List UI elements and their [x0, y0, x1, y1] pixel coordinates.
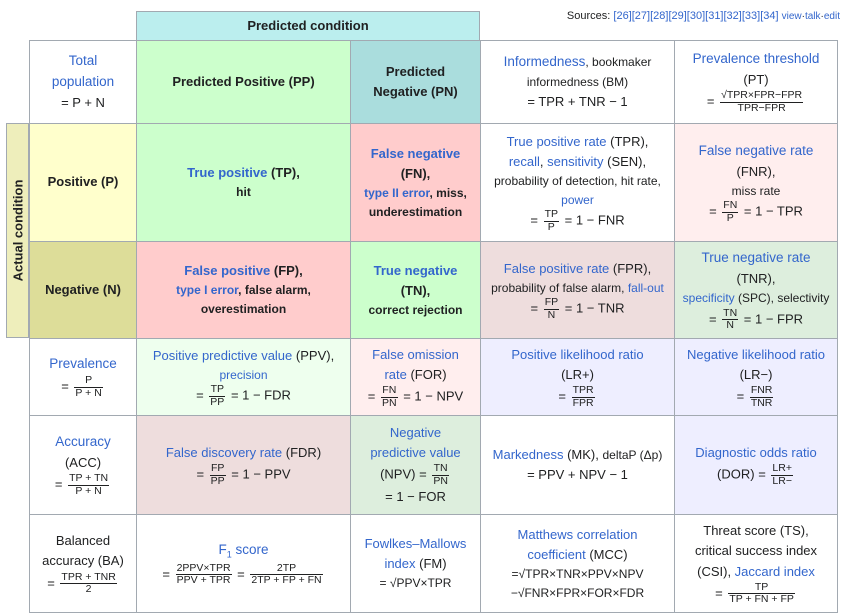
diagnostic-odds-ratio-cell: Diagnostic odds ratio (DOR) = LR+ LR− — [674, 415, 838, 515]
npv-link-2[interactable]: predictive value — [370, 444, 461, 460]
fdr-link[interactable]: False discovery rate — [165, 444, 283, 460]
specificity-link[interactable]: specificity — [682, 291, 735, 306]
fall-out-link[interactable]: fall-out — [627, 280, 664, 295]
mcc-link[interactable]: Matthews correlation — [517, 526, 638, 542]
true-positive-rate-cell: True positive rate (TPR), recall, sensit… — [480, 123, 675, 242]
informedness-cell: Informedness, bookmaker informedness (BM… — [480, 40, 675, 124]
fowlkes-mallows-link[interactable]: Fowlkes–Mallows — [364, 536, 467, 552]
sep-dot: · — [801, 11, 805, 22]
mcc-link-2[interactable]: coefficient — [527, 546, 586, 562]
false-positive-link[interactable]: False positive — [184, 263, 271, 279]
npv-cell: Negative predictive value (NPV) = TN PN =… — [350, 415, 481, 515]
ppv-cell: Positive predictive value (PPV), precisi… — [136, 338, 351, 416]
false-positive-cell: False positive (FP), type I error, false… — [136, 241, 351, 339]
actual-condition-label: Actual condition — [10, 179, 25, 282]
edit-link[interactable]: edit — [823, 11, 840, 22]
sensitivity-link[interactable]: sensitivity — [547, 153, 604, 169]
negative-likelihood-ratio-cell: Negative likelihood ratio (LR−) = FNR TNR — [674, 338, 838, 416]
true-positive-cell: True positive (TP), hit — [136, 123, 351, 242]
total-formula: = P + N — [61, 94, 105, 110]
actual-condition-header: Actual condition — [6, 123, 29, 338]
false-negative-cell: False negative (FN), type II error, miss… — [350, 123, 481, 242]
sep-dot: · — [820, 11, 824, 22]
threat-score-cell: Threat score (TS), critical success inde… — [674, 514, 838, 613]
positive-likelihood-ratio-cell: Positive likelihood ratio (LR+) = TPR FPR — [480, 338, 675, 416]
lr-minus-link[interactable]: Negative likelihood ratio — [686, 346, 826, 362]
fnr-link[interactable]: False negative rate — [698, 142, 814, 158]
false-positive-rate-cell: False positive rate (FPR), probability o… — [480, 241, 675, 339]
true-positive-link[interactable]: True positive — [187, 165, 268, 181]
precision-link[interactable]: precision — [219, 367, 268, 382]
tpr-link[interactable]: True positive rate — [506, 133, 607, 149]
recall-link[interactable]: recall — [508, 153, 540, 169]
lr-plus-link[interactable]: Positive likelihood ratio — [511, 346, 644, 362]
actual-positive-cell: Positive (P) — [29, 123, 137, 242]
actual-negative-cell: Negative (N) — [29, 241, 137, 339]
informedness-formula: = TPR + TNR − 1 — [527, 93, 628, 109]
fowlkes-mallows-cell: Fowlkes–Mallows index (FM) = √PPV×TPR — [350, 514, 481, 613]
type-ii-error-link[interactable]: type II error — [364, 186, 430, 201]
predicted-negative-cell: Predicted Negative (PN) — [350, 40, 481, 124]
prevalence-threshold-cell: Prevalence threshold (PT) = √TPR×FPR−FPR… — [674, 40, 838, 124]
type-i-error-link[interactable]: type I error — [176, 283, 239, 298]
false-negative-link[interactable]: False negative — [370, 145, 461, 161]
markedness-cell: Markedness (MK), deltaP (Δp) = PPV + NPV… — [480, 415, 675, 515]
false-discovery-rate-cell: False discovery rate (FDR) = FP PP = 1 − … — [136, 415, 351, 515]
balanced-accuracy-cell: Balanced accuracy (BA) = TPR + TNR 2 — [29, 514, 137, 613]
talk-link[interactable]: talk — [804, 11, 821, 22]
for-link[interactable]: False omission — [372, 346, 459, 362]
accuracy-link[interactable]: Accuracy — [55, 434, 111, 450]
prevalence-link[interactable]: Prevalence — [49, 356, 117, 372]
view-link[interactable]: view — [781, 11, 802, 22]
true-negative-link[interactable]: True negative — [373, 262, 458, 278]
sources-bar: Sources: [26][27][28][29][30][31][32][33… — [540, 10, 840, 22]
accuracy-cell: Accuracy (ACC) = TP + TN P + N — [29, 415, 137, 515]
informedness-link[interactable]: Informedness — [503, 54, 586, 70]
fowlkes-mallows-link-2[interactable]: index — [384, 556, 416, 572]
matthews-correlation-cell: Matthews correlation coefficient (MCC) =… — [480, 514, 675, 613]
false-omission-rate-cell: False omission rate (FOR) = FN PN = 1 − N… — [350, 338, 481, 416]
jaccard-index-link[interactable]: Jaccard index — [734, 563, 815, 579]
dor-link[interactable]: Diagnostic odds ratio — [695, 444, 817, 460]
sources-refs-link[interactable]: [26][27][28][29][30][31][32][33][34] — [613, 10, 779, 22]
predicted-positive-cell: Predicted Positive (PP) — [136, 40, 351, 124]
npv-link[interactable]: Negative — [389, 424, 442, 440]
f1-score-link[interactable]: F1 score — [218, 542, 269, 560]
fpr-link[interactable]: False positive rate — [503, 260, 610, 276]
total-population-link[interactable]: Total population — [51, 53, 115, 89]
total-population-cell: Total population = P + N — [29, 40, 137, 124]
tnr-link[interactable]: True negative rate — [701, 250, 811, 266]
true-negative-cell: True negative (TN), correct rejection — [350, 241, 481, 339]
markedness-link[interactable]: Markedness — [492, 446, 564, 462]
prevalence-threshold-link[interactable]: Prevalence threshold — [692, 51, 820, 67]
predicted-condition-header: Predicted condition — [136, 11, 480, 41]
for-link-2[interactable]: rate — [384, 366, 407, 382]
false-negative-rate-cell: False negative rate (FNR), miss rate = F… — [674, 123, 838, 242]
f1-score-cell: F1 score = 2PPV×TPR PPV + TPR = 2TP 2TP + … — [136, 514, 351, 613]
power-link[interactable]: power — [561, 192, 594, 207]
ppv-link[interactable]: Positive predictive value — [152, 347, 293, 363]
sources-label: Sources: — [566, 10, 611, 22]
true-negative-rate-cell: True negative rate (TNR), specificity (S… — [674, 241, 838, 339]
